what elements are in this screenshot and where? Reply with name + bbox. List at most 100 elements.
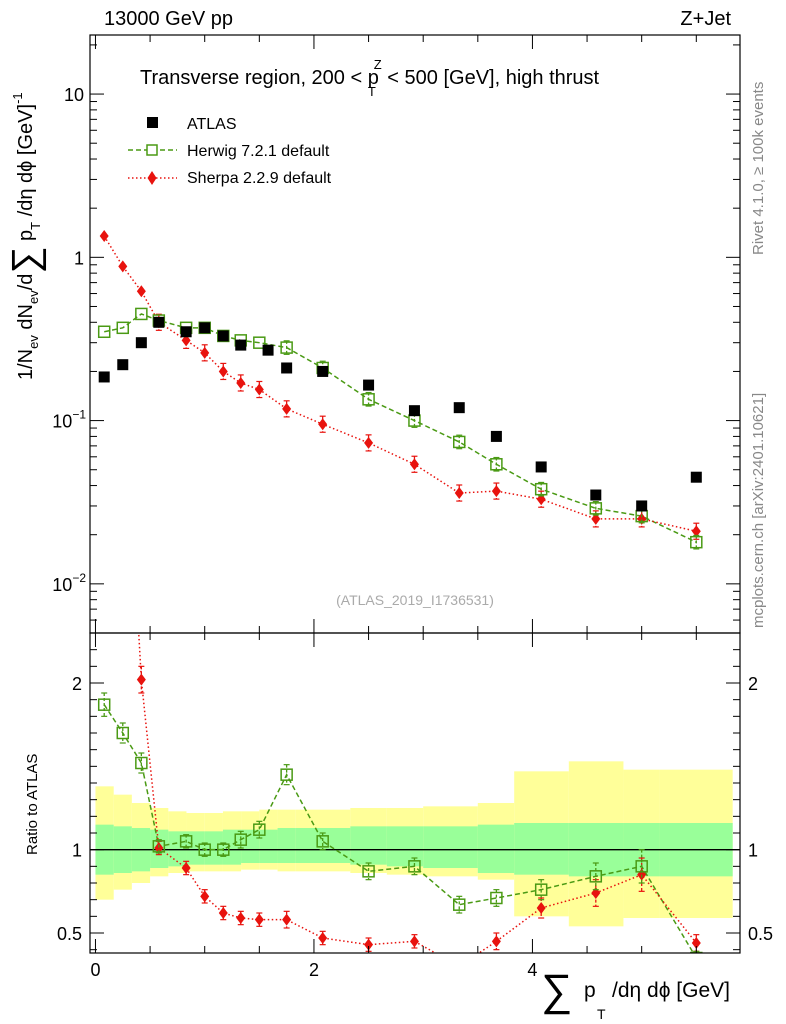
- sherpa-point: [364, 436, 374, 449]
- sherpa-line: [103, 235, 697, 532]
- herwig-ratio-point: [217, 843, 230, 856]
- herwig-ratio-point: [135, 756, 148, 770]
- sherpa-point: [218, 365, 228, 378]
- sherpa-point: [254, 383, 264, 396]
- sherpa-point: [136, 285, 146, 298]
- atlas-point: [490, 430, 502, 442]
- herwig-line: [104, 313, 697, 543]
- stat-uncertainty-band: [259, 829, 278, 863]
- sherpa-ratio-point: [691, 937, 701, 949]
- x-tick-label: 0: [90, 960, 100, 980]
- sherpa-point: [318, 418, 328, 431]
- herwig-ratio-point: [116, 726, 130, 740]
- atlas-point: [153, 316, 165, 328]
- sherpa-point: [591, 512, 601, 525]
- herwig-ratio-point: [179, 835, 193, 848]
- atlas-point: [535, 461, 547, 473]
- x-tick-label: 2: [309, 960, 319, 980]
- atlas-point: [199, 322, 211, 334]
- herwig-ratio-point: [408, 860, 421, 873]
- atlas-point: [636, 500, 648, 512]
- y-tick-label: 10−2: [52, 571, 86, 595]
- ratio-y-tick-label: 0.5: [57, 924, 82, 944]
- sherpa-ratio-point: [409, 935, 419, 948]
- herwig-ratio-point: [452, 898, 466, 911]
- plot-title: Transverse region, 200 < p TZ < 500 [GeV]…: [140, 57, 600, 99]
- sherpa-point: [409, 458, 419, 471]
- sherpa-point: [491, 485, 501, 498]
- stat-uncertainty-band: [350, 826, 387, 865]
- herwig-point: [253, 336, 266, 349]
- ratio-y-tick-label-right: 0.5: [748, 924, 773, 944]
- sherpa-ratio-point: [364, 938, 374, 951]
- atlas-point: [281, 362, 293, 374]
- herwig-ratio-point: [234, 833, 248, 846]
- herwig-ratio-point: [152, 840, 166, 853]
- atlas-point: [690, 471, 702, 483]
- herwig-ratio-point: [490, 891, 503, 905]
- plot-title-main: Transverse region, 200 < p: [140, 67, 379, 89]
- herwig-point: [116, 321, 130, 335]
- herwig-point: [280, 341, 293, 354]
- sherpa-ratio-point: [455, 960, 464, 972]
- x-label-rest: /dη dϕ [GeV]: [612, 979, 730, 1002]
- legend-atlas-marker: [147, 117, 158, 128]
- y-axis-label-ratio: Ratio to ATLAS: [24, 754, 41, 855]
- ratio-panel-frame: [89, 632, 741, 954]
- rivet-version-label: Rivet 4.1.0, ≥ 100k events: [750, 82, 767, 255]
- x-tick-label: 4: [527, 960, 537, 980]
- stat-uncertainty-band: [168, 831, 187, 867]
- legend-herwig-marker: [146, 144, 158, 156]
- herwig-point: [135, 307, 148, 321]
- sherpa-ratio-point: [200, 890, 210, 903]
- herwig-ratio-point: [198, 843, 211, 856]
- legend-atlas-label: ATLAS: [187, 116, 237, 133]
- x-label-p: p: [584, 979, 596, 1002]
- axes-ticks: 0 2 4 10 1 10−1 10−2 2 2 1 1 0.5 0.5: [52, 35, 773, 980]
- y-tick-label: 10: [64, 85, 84, 105]
- herwig-ratio-point: [362, 865, 375, 878]
- legend: ATLAS Herwig 7.2.1 default Sherpa 2.2.9 …: [128, 116, 332, 187]
- herwig-ratio-point: [280, 768, 293, 781]
- sherpa-ratio-point: [254, 913, 264, 926]
- y-axis-label-main: 1/Nev dNev/d∑ pT /dη dϕ [GeV]-1: [5, 92, 47, 380]
- herwig-point: [452, 435, 466, 449]
- sherpa-ratio-point: [536, 902, 546, 914]
- plot-title-sub: T: [368, 84, 376, 99]
- x-axis-label: ∑ p T /dη dϕ [GeV]: [541, 966, 730, 1022]
- herwig-point: [97, 325, 111, 339]
- stat-uncertainty-band: [204, 831, 223, 865]
- sherpa-point: [200, 346, 210, 359]
- herwig-ratio-point: [635, 860, 648, 873]
- herwig-ratio-point: [690, 951, 703, 953]
- sherpa-point: [282, 402, 292, 415]
- sherpa-ratio-point: [154, 842, 164, 854]
- herwig-point: [589, 502, 603, 515]
- atlas-point: [180, 326, 192, 338]
- atlas-point: [117, 359, 129, 371]
- sherpa-ratio-point: [181, 862, 191, 874]
- sherpa-point: [99, 230, 109, 243]
- energy-label: 13000 GeV pp: [104, 8, 233, 30]
- svg-text:1/Nev dNev/d∑ pT /dη dϕ [GeV]: 1/Nev dNev/d∑ pT /dη dϕ [GeV]-1: [5, 92, 47, 380]
- sherpa-point: [236, 376, 246, 389]
- stat-uncertainty-band: [477, 824, 515, 873]
- sherpa-point: [181, 334, 191, 347]
- ratio-y-tick-label-right: 2: [748, 674, 758, 694]
- ratio-y-tick-label: 2: [72, 674, 82, 694]
- legend-herwig-label: Herwig 7.2.1 default: [187, 143, 330, 160]
- atlas-point: [135, 337, 147, 349]
- atlas-point: [408, 405, 420, 417]
- sherpa-ratio-point: [318, 932, 328, 944]
- mcplots-label: mcplots.cern.ch [arXiv:2401.10621]: [750, 393, 767, 628]
- y-tick-label: 10−1: [52, 408, 86, 432]
- atlas-point: [363, 379, 375, 391]
- sherpa-ratio-point: [491, 935, 501, 948]
- analysis-id: (ATLAS_2019_I1736531): [336, 592, 494, 608]
- plot-title-sup: Z: [374, 57, 382, 72]
- sherpa-point: [454, 487, 464, 500]
- atlas-point: [235, 339, 247, 351]
- stat-uncertainty-band: [423, 826, 478, 868]
- plot-title-tail: < 500 [GeV], high thrust: [382, 67, 600, 89]
